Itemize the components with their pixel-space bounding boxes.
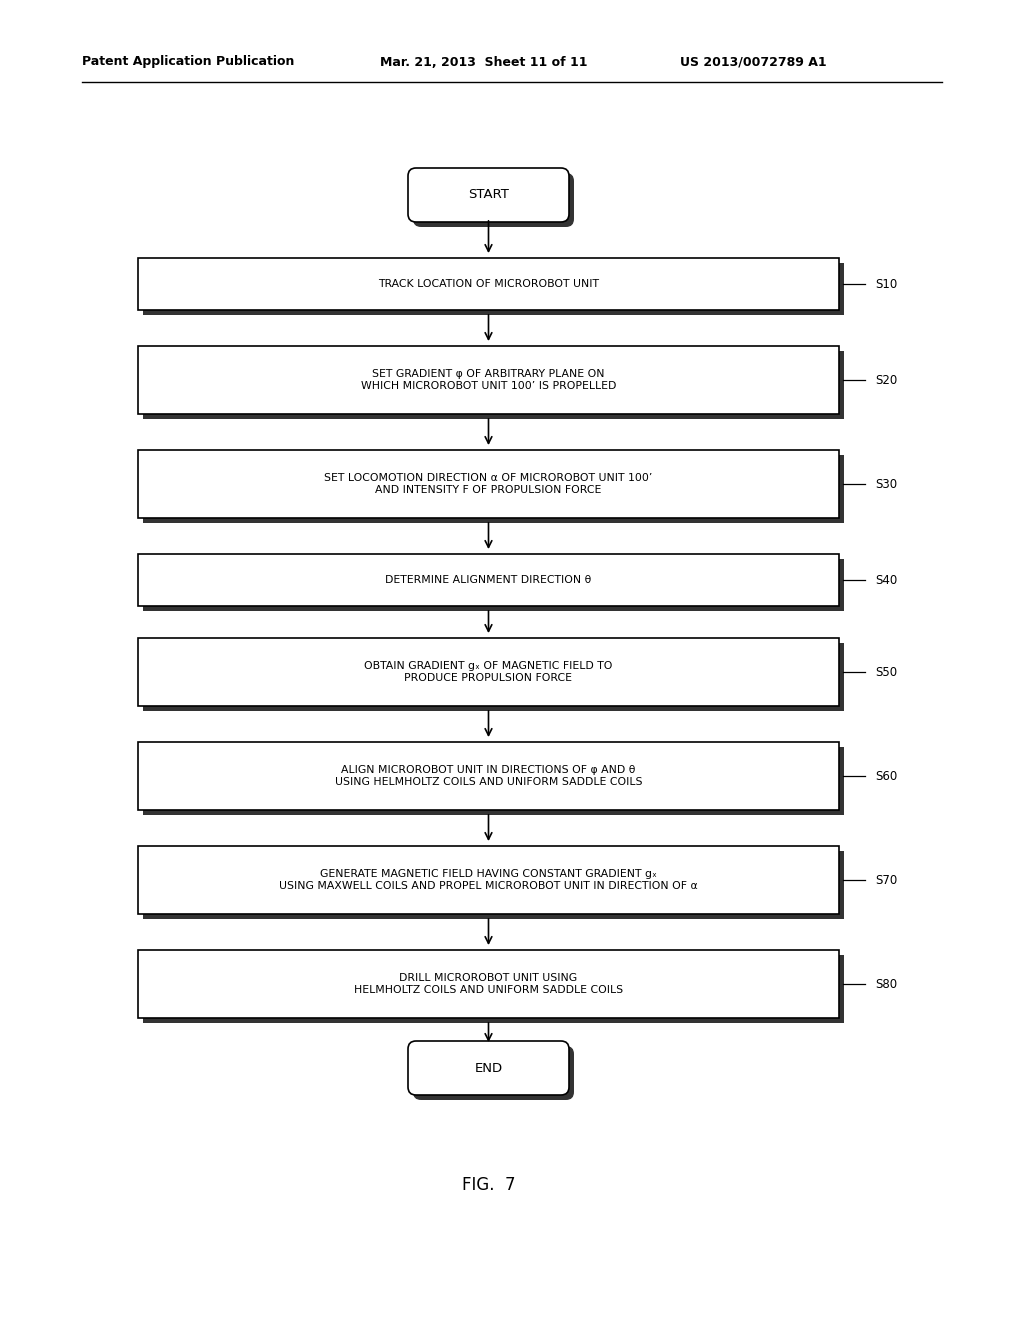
Polygon shape — [143, 455, 844, 523]
Polygon shape — [143, 558, 844, 611]
Polygon shape — [138, 257, 839, 310]
FancyBboxPatch shape — [408, 1041, 569, 1096]
Text: Mar. 21, 2013  Sheet 11 of 11: Mar. 21, 2013 Sheet 11 of 11 — [380, 55, 588, 69]
Polygon shape — [143, 747, 844, 814]
Polygon shape — [138, 554, 839, 606]
Text: Patent Application Publication: Patent Application Publication — [82, 55, 294, 69]
FancyBboxPatch shape — [408, 168, 569, 222]
Polygon shape — [143, 643, 844, 711]
Polygon shape — [138, 950, 839, 1018]
Text: S70: S70 — [874, 874, 897, 887]
Text: SET GRADIENT φ OF ARBITRARY PLANE ON
WHICH MICROROBOT UNIT 100’ IS PROPELLED: SET GRADIENT φ OF ARBITRARY PLANE ON WHI… — [360, 370, 616, 391]
Polygon shape — [143, 954, 844, 1023]
Polygon shape — [143, 851, 844, 919]
FancyBboxPatch shape — [413, 1045, 574, 1100]
Text: END: END — [474, 1061, 503, 1074]
Text: S20: S20 — [874, 374, 897, 387]
Text: TRACK LOCATION OF MICROROBOT UNIT: TRACK LOCATION OF MICROROBOT UNIT — [378, 279, 599, 289]
Polygon shape — [138, 450, 839, 517]
Polygon shape — [138, 846, 839, 913]
Text: START: START — [468, 189, 509, 202]
Text: S50: S50 — [874, 665, 897, 678]
Polygon shape — [143, 263, 844, 315]
Text: S10: S10 — [874, 277, 897, 290]
Text: S60: S60 — [874, 770, 897, 783]
Polygon shape — [138, 742, 839, 810]
Polygon shape — [138, 638, 839, 706]
Text: FIG.  7: FIG. 7 — [462, 1176, 515, 1195]
Polygon shape — [138, 346, 839, 414]
Text: OBTAIN GRADIENT gₓ OF MAGNETIC FIELD TO
PRODUCE PROPULSION FORCE: OBTAIN GRADIENT gₓ OF MAGNETIC FIELD TO … — [365, 661, 612, 682]
Text: ALIGN MICROROBOT UNIT IN DIRECTIONS OF φ AND θ
USING HELMHOLTZ COILS AND UNIFORM: ALIGN MICROROBOT UNIT IN DIRECTIONS OF φ… — [335, 766, 642, 787]
FancyBboxPatch shape — [413, 173, 574, 227]
Polygon shape — [143, 351, 844, 418]
Text: GENERATE MAGNETIC FIELD HAVING CONSTANT GRADIENT gₓ
USING MAXWELL COILS AND PROP: GENERATE MAGNETIC FIELD HAVING CONSTANT … — [280, 869, 698, 891]
Text: SET LOCOMOTION DIRECTION α OF MICROROBOT UNIT 100’
AND INTENSITY F OF PROPULSION: SET LOCOMOTION DIRECTION α OF MICROROBOT… — [325, 473, 652, 495]
Text: S40: S40 — [874, 573, 897, 586]
Text: S30: S30 — [874, 478, 897, 491]
Text: US 2013/0072789 A1: US 2013/0072789 A1 — [680, 55, 826, 69]
Text: S80: S80 — [874, 978, 897, 990]
Text: DETERMINE ALIGNMENT DIRECTION θ: DETERMINE ALIGNMENT DIRECTION θ — [385, 576, 592, 585]
Text: DRILL MICROROBOT UNIT USING
HELMHOLTZ COILS AND UNIFORM SADDLE COILS: DRILL MICROROBOT UNIT USING HELMHOLTZ CO… — [354, 973, 623, 995]
